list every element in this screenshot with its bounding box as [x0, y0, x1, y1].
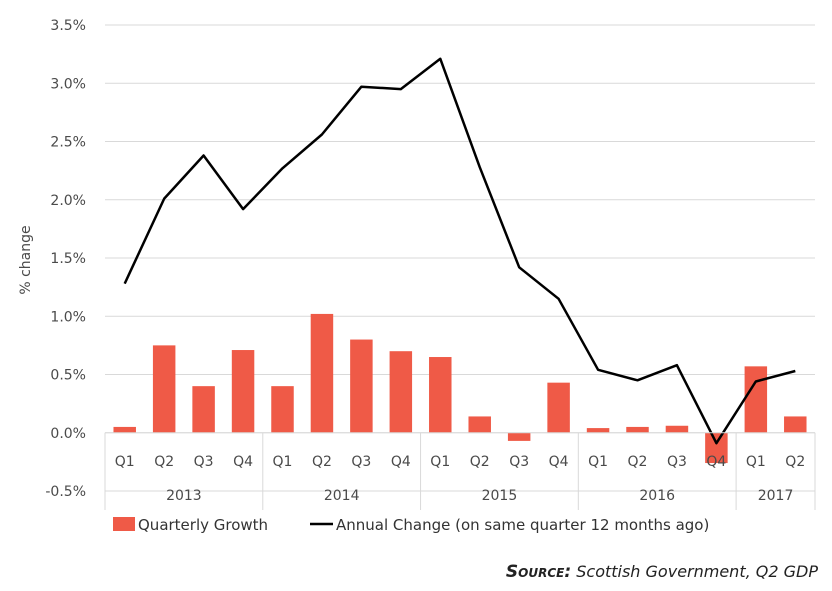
legend-label-quarterly-growth: Quarterly Growth: [138, 516, 268, 534]
bar: [310, 313, 334, 433]
bar: [744, 366, 768, 433]
bar-series: [113, 313, 807, 464]
bar: [192, 386, 215, 433]
bar: [547, 382, 570, 433]
x-tick-label: Q4: [549, 454, 569, 470]
y-axis-title: % change: [18, 225, 34, 294]
year-label: 2016: [639, 488, 675, 504]
x-tick-label: Q3: [194, 454, 214, 470]
source-label: Source:: [505, 562, 572, 582]
bar: [429, 357, 452, 433]
year-label: 2013: [166, 488, 202, 504]
x-axis: Q1 Q2 Q3 Q4 Q1 Q2 Q3 Q4 Q1 Q2 Q3 Q4 Q1 Q2 Q3 Q4 Q1 Q2 2013…: [104, 432, 816, 510]
legend-swatch-quarterly-growth: [113, 517, 135, 531]
annual-change-line: [123, 57, 796, 445]
bar: [705, 432, 728, 464]
x-tick-label: Q4: [706, 454, 726, 470]
bar: [350, 339, 373, 433]
x-tick-label: Q3: [509, 454, 529, 470]
x-tick-label: Q2: [470, 454, 490, 470]
y-tick-label: -0.5%: [45, 484, 86, 500]
y-tick-label: 1.5%: [50, 251, 86, 267]
source-text: Scottish Government, Q2 GDP: [576, 562, 818, 581]
x-tick-label: Q1: [746, 454, 766, 470]
bar: [389, 351, 413, 433]
x-tick-label: Q1: [430, 454, 450, 470]
y-tick-label: 2.5%: [50, 135, 86, 151]
source-note: Source: Scottish Government, Q2 GDP: [506, 562, 818, 582]
bar: [507, 432, 531, 441]
y-tick-label: 1.0%: [50, 309, 86, 325]
bar: [152, 345, 176, 433]
x-tick-label: Q1: [115, 454, 135, 470]
x-tick-label: Q3: [667, 454, 687, 470]
line-series: [123, 57, 796, 445]
bar: [271, 386, 294, 433]
legend-label-annual-change: Annual Change (on same quarter 12 months…: [336, 516, 709, 534]
x-tick-label: Q2: [628, 454, 648, 470]
y-tick-label: 0.5%: [50, 368, 86, 384]
y-tick-label: 3.5%: [50, 18, 86, 34]
y-tick-label: 2.0%: [50, 193, 86, 209]
y-tick-label: 3.0%: [50, 76, 86, 92]
x-tick-label: Q1: [273, 454, 293, 470]
bar: [586, 428, 610, 433]
x-tick-label: Q4: [233, 454, 253, 470]
x-tick-label: Q2: [154, 454, 174, 470]
bar: [626, 426, 649, 433]
x-tick-label: Q4: [391, 454, 411, 470]
y-tick-label: 0.0%: [50, 426, 86, 442]
bar: [468, 416, 491, 433]
year-label: 2014: [324, 488, 360, 504]
y-axis: -0.5% 0.0% 0.5% 1.0% 1.5% 2.0% 2.5% 3.0% 3.5%: [45, 18, 86, 500]
x-tick-label: Q2: [785, 454, 805, 470]
bar: [231, 350, 255, 433]
x-tick-label: Q2: [312, 454, 332, 470]
bar: [665, 425, 689, 433]
bar: [784, 416, 807, 433]
year-label: 2015: [482, 488, 518, 504]
legend: Quarterly Growth Annual Change (on same …: [113, 516, 709, 534]
x-tick-label: Q1: [588, 454, 608, 470]
bar: [113, 426, 136, 433]
x-tick-label: Q3: [351, 454, 371, 470]
year-label: 2017: [758, 488, 794, 504]
